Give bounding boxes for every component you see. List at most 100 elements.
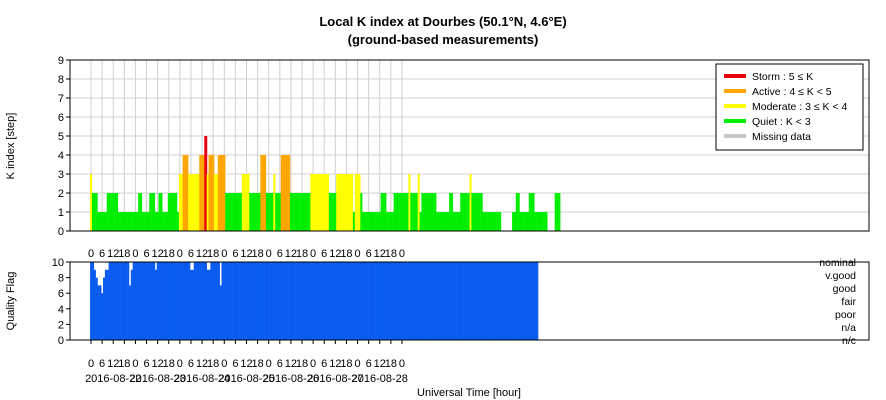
kindex-bar xyxy=(384,193,387,231)
quality-xtick-label: 0 xyxy=(399,358,405,370)
date-label: 2016-08-27 xyxy=(307,373,363,385)
kindex-bar xyxy=(251,193,254,231)
quality-bar xyxy=(423,262,426,340)
kindex-bar xyxy=(371,212,374,231)
kindex-bar xyxy=(201,155,204,231)
kindex-bar xyxy=(426,193,430,231)
kindex-bar xyxy=(323,174,326,231)
quality-bar xyxy=(389,262,393,340)
quality-bar xyxy=(238,262,241,340)
kindex-bar xyxy=(306,193,309,231)
quality-level-label: n/a xyxy=(841,322,856,334)
kindex-bar xyxy=(288,155,291,231)
kindex-xtick-label: 18 xyxy=(118,248,130,260)
quality-bar xyxy=(410,262,413,340)
kindex-bar xyxy=(262,155,265,231)
kindex-bar xyxy=(423,193,426,231)
quality-bar xyxy=(223,262,226,340)
quality-xtick-label: 18 xyxy=(207,358,219,370)
quality-bar xyxy=(269,262,272,340)
kindex-bar xyxy=(175,193,178,231)
kindex-bar xyxy=(330,193,333,231)
quality-level-label: poor xyxy=(835,309,857,321)
quality-bar xyxy=(110,262,113,340)
quality-bar xyxy=(182,262,185,340)
kindex-bar xyxy=(121,212,124,231)
quality-xtick-label: 0 xyxy=(88,358,94,370)
kindex-bar xyxy=(104,212,107,231)
quality-xtick-label: 12 xyxy=(152,358,164,370)
kindex-bar xyxy=(193,174,196,231)
kindex-bar xyxy=(154,212,157,231)
quality-bar xyxy=(352,262,356,340)
quality-bar xyxy=(264,262,267,340)
kindex-bar xyxy=(117,212,120,231)
quality-bar xyxy=(362,262,365,340)
quality-bar xyxy=(225,262,228,340)
quality-bar xyxy=(434,262,437,340)
kindex-bar xyxy=(99,212,102,231)
legend-label: Active : 4 ≤ K < 5 xyxy=(752,86,832,98)
kindex-xtick-label: 0 xyxy=(354,248,360,260)
quality-bar xyxy=(240,262,243,340)
kindex-bar xyxy=(141,212,144,231)
quality-bar xyxy=(206,269,209,340)
quality-bar xyxy=(475,262,478,340)
quality-bar xyxy=(199,262,202,340)
quality-bar xyxy=(121,262,124,340)
quality-bar xyxy=(147,262,150,340)
quality-bar xyxy=(367,262,370,340)
kindex-bar xyxy=(317,174,320,231)
kindex-bar xyxy=(125,212,128,231)
kindex-bar xyxy=(178,174,181,231)
quality-bar xyxy=(404,262,407,340)
quality-level-label: nominal xyxy=(819,257,856,269)
quality-bar xyxy=(382,262,385,340)
kindex-xtick-label: 12 xyxy=(107,248,119,260)
kindex-bar xyxy=(149,193,152,231)
kindex-bar xyxy=(286,155,289,231)
kindex-bar xyxy=(338,174,341,231)
kindex-bar xyxy=(143,212,146,231)
kindex-xtick-label: 6 xyxy=(143,248,149,260)
quality-xtick-label: 12 xyxy=(107,358,119,370)
kindex-xtick-label: 0 xyxy=(399,248,405,260)
quality-bar xyxy=(476,262,480,340)
quality-bar xyxy=(280,262,283,340)
quality-bar xyxy=(177,262,180,340)
quality-bar xyxy=(369,262,372,340)
kindex-ytick-label: 1 xyxy=(58,207,64,219)
kindex-bar xyxy=(108,193,111,231)
kindex-xtick-label: 0 xyxy=(132,248,138,260)
quality-bar xyxy=(443,262,446,340)
quality-bar xyxy=(186,262,189,340)
kindex-bar xyxy=(173,193,176,231)
quality-bar xyxy=(354,262,357,340)
quality-bar xyxy=(491,262,494,340)
quality-ytick-label: 10 xyxy=(52,257,64,269)
quality-bar xyxy=(469,262,472,340)
quality-bar xyxy=(408,262,411,340)
quality-bar xyxy=(190,269,193,340)
kindex-xtick-label: 12 xyxy=(152,248,164,260)
quality-bar xyxy=(419,262,422,340)
kindex-bar xyxy=(171,193,174,231)
kindex-bar xyxy=(356,174,359,231)
quality-bar xyxy=(308,262,311,340)
kindex-bar xyxy=(252,193,256,231)
kindex-bar xyxy=(147,212,150,231)
quality-bar xyxy=(336,262,339,340)
quality-bar xyxy=(93,269,96,340)
kindex-bar xyxy=(210,155,213,231)
quality-bar xyxy=(245,262,248,340)
quality-level-label: n/c xyxy=(842,335,856,347)
quality-bar xyxy=(458,262,461,340)
quality-xtick-label: 18 xyxy=(385,358,397,370)
quality-bar xyxy=(406,262,409,340)
kindex-bar xyxy=(438,212,441,231)
quality-xtick-label: 12 xyxy=(285,358,297,370)
kindex-xtick-label: 18 xyxy=(163,248,175,260)
quality-bar xyxy=(112,262,115,340)
quality-bar xyxy=(143,262,146,340)
quality-bar xyxy=(332,262,335,340)
